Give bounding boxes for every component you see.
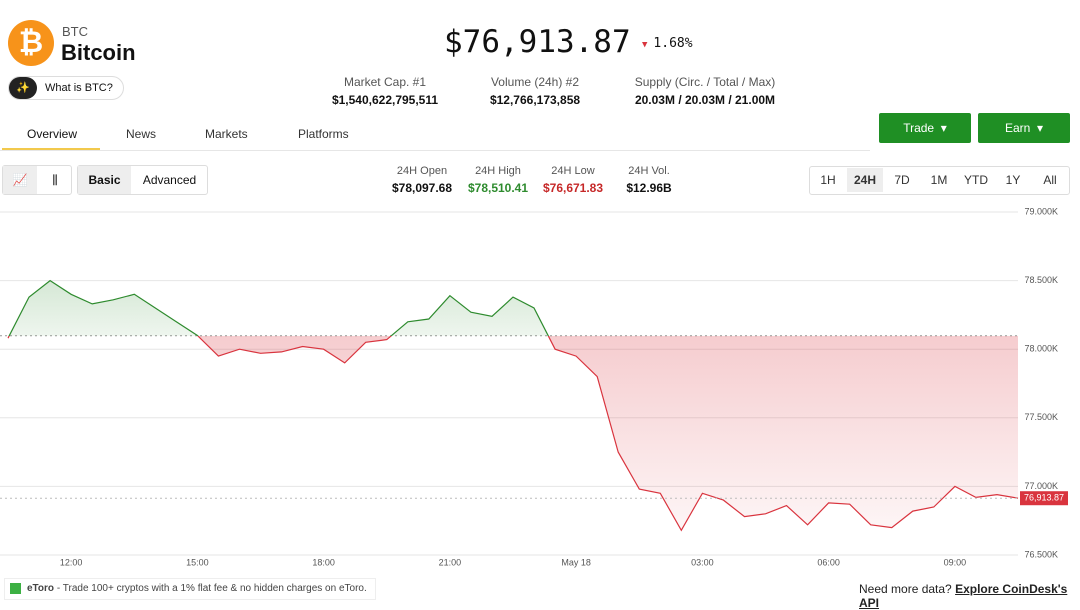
y-tick-label: 76.500K — [1024, 549, 1058, 559]
x-tick-label: 21:00 — [439, 557, 462, 567]
x-tick-label: 09:00 — [944, 557, 967, 567]
change-value: 1.68% — [653, 36, 693, 51]
y-tick-label: 79.000K — [1024, 206, 1058, 216]
stat-label: Market Cap. #1 — [343, 75, 427, 89]
change: ▼ 1.68% — [642, 36, 693, 51]
mode[interactable]: Advanced — [142, 173, 197, 187]
y-tick-label: 77.500K — [1024, 412, 1058, 422]
price: $76,913.87 — [444, 24, 631, 60]
range-stat-value: $12.96B — [626, 181, 672, 195]
last-price-box — [1020, 491, 1068, 506]
range-stat-label: 24H High — [475, 165, 521, 177]
prompt: Need more data? — [859, 582, 952, 596]
tab-indicator — [2, 148, 100, 150]
range-stat-value: $76,671.83 — [542, 181, 604, 195]
stat: Supply (Circ. / Total / Max) 20.03M / 20.… — [610, 75, 800, 107]
mode-toggle: Basic Advanced — [77, 165, 208, 195]
range-stat-label: 24H Vol. — [628, 165, 670, 177]
x-tick-label: 12:00 — [60, 557, 83, 567]
symbol: BTC — [62, 24, 88, 39]
range-stat-value: $78,097.68 — [391, 181, 453, 195]
ask-button[interactable]: ✨ What is BTC? — [8, 76, 124, 100]
y-tick-label: 77.000K — [1024, 481, 1058, 491]
area — [8, 280, 1018, 531]
tab[interactable]: News — [126, 127, 157, 141]
range-button[interactable]: 1M — [930, 173, 948, 187]
stat-value: $1,540,622,795,511 — [331, 93, 439, 107]
range-stat: 24H Open $78,097.68 — [382, 165, 462, 195]
x-tick-label: 03:00 — [691, 557, 714, 567]
x-tick-label: May 18 — [561, 557, 591, 567]
y-tick-label: 78.500K — [1024, 275, 1058, 285]
chart: 76.500K 77.000K 77.500K 78.000K 78.500K 79.00… — [0, 206, 1068, 567]
range-button[interactable]: YTD — [964, 173, 988, 187]
coin-name: Bitcoin — [61, 40, 136, 65]
price-line — [7, 279, 1019, 532]
coin-logo: ₿ — [8, 20, 54, 66]
x-tick-label: 18:00 — [312, 557, 335, 567]
api-prompt: Need more data? Explore CoinDesk's API — [859, 582, 1080, 610]
tab[interactable]: Markets — [205, 127, 248, 141]
chart-type-toggle[interactable]: 📈 ⫼ — [2, 165, 72, 195]
ask-text: What is BTC? — [45, 82, 113, 94]
trade-button[interactable]: Trade ▾ — [879, 113, 971, 143]
range-button[interactable]: 7D — [894, 173, 910, 187]
ad-banner[interactable]: eToro - Trade 100+ cryptos with a 1% fla… — [4, 578, 376, 600]
range-stat: 24H Low $76,671.83 — [536, 165, 610, 195]
y-tick-label: 78.000K — [1024, 344, 1058, 354]
range-stat-label: 24H Low — [551, 165, 595, 177]
stat-value: 20.03M / 20.03M / 21.00M — [634, 93, 776, 107]
x-tick-label: 06:00 — [817, 557, 840, 567]
tab[interactable]: Overview — [27, 127, 78, 141]
range-button[interactable]: All — [1043, 173, 1057, 187]
range-stat: 24H High $78,510.41 — [462, 165, 534, 195]
range-stat-value: $78,510.41 — [467, 181, 529, 195]
ad-text: - Trade 100+ cryptos with a 1% flat fee … — [56, 583, 367, 594]
stat-label: Supply (Circ. / Total / Max) — [634, 75, 776, 89]
tab-bar — [0, 118, 870, 151]
ad-brand: eToro — [27, 583, 55, 594]
stat: Market Cap. #1 $1,540,622,795,511 — [300, 75, 470, 107]
range-button[interactable]: 1Y — [1005, 173, 1021, 187]
button-text: Earn — [1004, 121, 1031, 135]
range-stat-label: 24H Open — [396, 165, 448, 177]
stat-label: Volume (24h) #2 — [490, 75, 580, 89]
tab[interactable]: Platforms — [298, 127, 349, 141]
mode[interactable]: Basic — [78, 166, 131, 194]
range-button[interactable]: 24H — [847, 168, 883, 192]
x-tick-label: 15:00 — [186, 557, 209, 567]
last-price-label: 76,913.87 — [1024, 493, 1064, 503]
stat: Volume (24h) #2 $12,766,173,858 — [470, 75, 600, 107]
range-selector — [809, 166, 1070, 195]
range-button[interactable]: 1H — [820, 173, 836, 187]
earn-button[interactable]: Earn ▾ — [978, 113, 1070, 143]
range-stat: 24H Vol. $12.96B — [614, 165, 684, 195]
button-text: Trade — [903, 121, 935, 135]
stat-value: $12,766,173,858 — [489, 93, 581, 107]
